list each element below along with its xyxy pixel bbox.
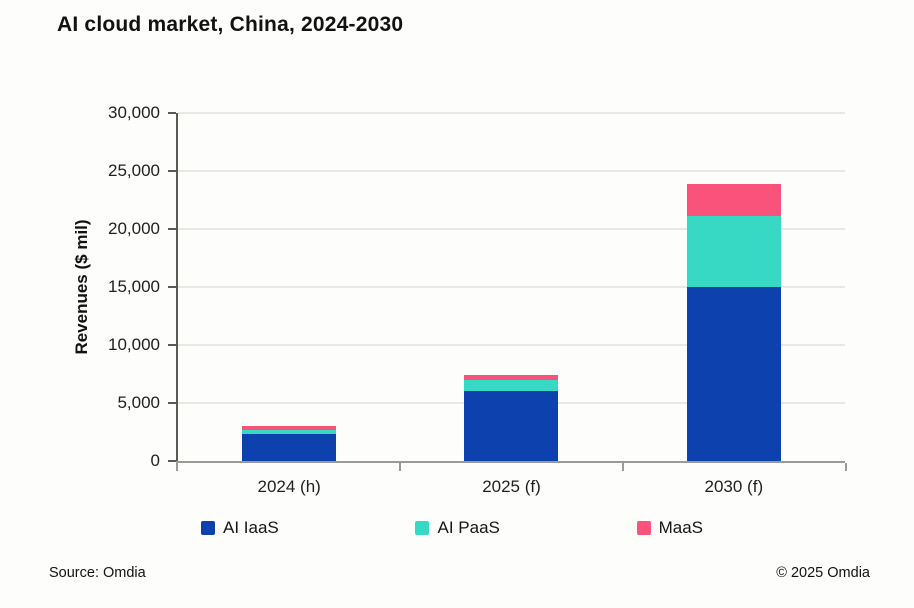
bar-2024-h <box>242 425 337 461</box>
y-axis-line <box>176 113 178 463</box>
x-tick-mark <box>176 463 178 471</box>
copyright-note: © 2025 Omdia <box>776 565 870 581</box>
legend-item-maas: MaaS <box>636 518 703 538</box>
x-tick-label-2025-f: 2025 (f) <box>482 477 541 496</box>
y-tick-label: 5,000 <box>117 393 160 412</box>
maas-segment <box>464 374 559 381</box>
gridline-15000 <box>178 286 845 288</box>
gridline-30000 <box>178 112 845 114</box>
y-tick-label: 10,000 <box>108 335 160 354</box>
legend-swatch-maas <box>636 521 651 535</box>
y-tick-label: 15,000 <box>108 277 160 296</box>
y-tick-label: 0 <box>150 451 160 470</box>
ai-iaas-segment <box>686 287 781 461</box>
maas-segment <box>242 425 337 431</box>
ai-paas-segment <box>242 430 337 435</box>
x-tick-mark <box>622 463 624 471</box>
bar-group-2024-h <box>178 113 400 461</box>
bar-group-2030-f <box>623 113 845 461</box>
legend-item-ai-iaas: AI IaaS <box>201 518 279 538</box>
source-note: Source: Omdia <box>49 565 146 581</box>
legend-label-ai-paas: AI PaaS <box>437 518 500 537</box>
gridline-20000 <box>178 228 845 230</box>
gridline-25000 <box>178 170 845 172</box>
chart-title: AI cloud market, China, 2024-2030 <box>57 13 404 36</box>
bar-2030-f <box>686 183 781 461</box>
ai-iaas-segment <box>464 391 559 461</box>
y-tick-mark <box>168 460 176 462</box>
gridline-10000 <box>178 344 845 346</box>
legend-swatch-ai-paas <box>415 521 430 535</box>
y-tick-label: 30,000 <box>108 103 160 122</box>
y-tick-label: 20,000 <box>108 219 160 238</box>
plot-area <box>178 112 845 461</box>
bar-2025-f <box>464 374 559 461</box>
y-tick-mark <box>168 170 176 172</box>
legend-label-ai-iaas: AI IaaS <box>223 518 279 537</box>
legend-swatch-ai-iaas <box>201 521 215 535</box>
y-tick-mark <box>168 112 176 114</box>
ai-paas-segment <box>686 216 781 287</box>
x-tick-label-2024-h: 2024 (h) <box>257 477 321 496</box>
legend-label-maas: MaaS <box>658 518 703 537</box>
y-tick-label: 25,000 <box>108 161 160 180</box>
ai-iaas-segment <box>242 434 337 461</box>
x-axis-line <box>176 461 845 463</box>
ai-paas-segment <box>464 380 559 392</box>
y-tick-mark <box>168 344 176 346</box>
maas-segment <box>686 183 781 217</box>
legend-item-ai-paas: AI PaaS <box>415 518 500 538</box>
x-tick-mark <box>845 463 847 471</box>
x-tick-mark <box>399 463 401 471</box>
y-tick-mark <box>168 402 176 404</box>
y-tick-mark <box>168 228 176 230</box>
y-tick-mark <box>168 286 176 288</box>
bar-group-2025-f <box>400 113 622 461</box>
x-tick-label-2030-f: 2030 (f) <box>704 477 764 496</box>
legend: AI IaaS AI PaaS MaaS <box>201 517 703 539</box>
